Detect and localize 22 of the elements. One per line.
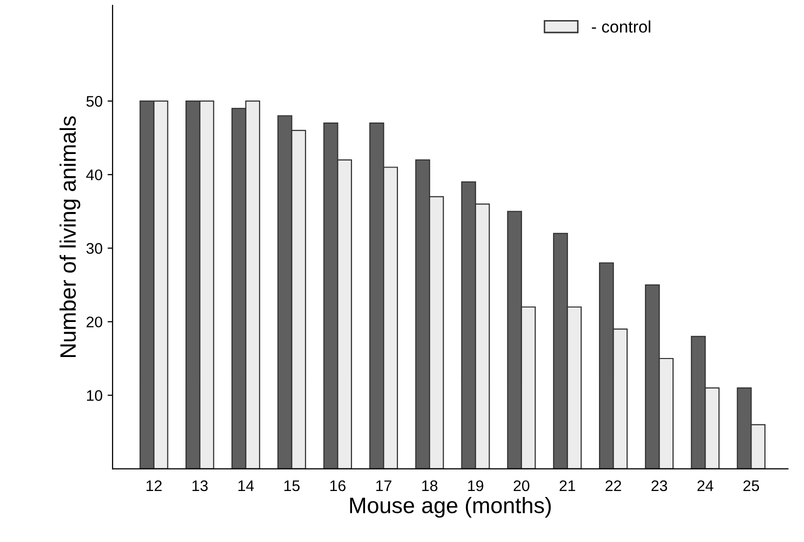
- x-tick-label: 23: [652, 480, 668, 492]
- x-tick-label: 25: [743, 480, 760, 492]
- y-tick-label: 50: [86, 96, 102, 107]
- y-tick-label: 10: [87, 390, 102, 401]
- x-tick-label: 18: [422, 480, 438, 492]
- x-tick-label: 16: [330, 480, 346, 492]
- x-tick-label: 12: [146, 480, 162, 492]
- y-tick-label: 30: [86, 243, 102, 254]
- x-tick-label: 17: [376, 480, 392, 492]
- y-tick-label: 20: [86, 316, 102, 328]
- legend-label: - control: [592, 20, 650, 33]
- x-tick-label: 14: [238, 480, 254, 492]
- x-tick-label: 22: [606, 480, 622, 492]
- x-axis-title: Mouse age (months): [350, 496, 551, 518]
- x-tick-label: 21: [560, 480, 576, 492]
- x-tick-label: 24: [697, 480, 714, 492]
- y-axis-title: Number of living animals: [60, 116, 80, 357]
- x-tick-label: 13: [192, 480, 208, 492]
- x-tick-label: 19: [468, 480, 484, 492]
- x-tick-label: 20: [514, 480, 530, 492]
- x-tick-label: 15: [284, 480, 300, 492]
- y-tick-label: 40: [86, 169, 102, 180]
